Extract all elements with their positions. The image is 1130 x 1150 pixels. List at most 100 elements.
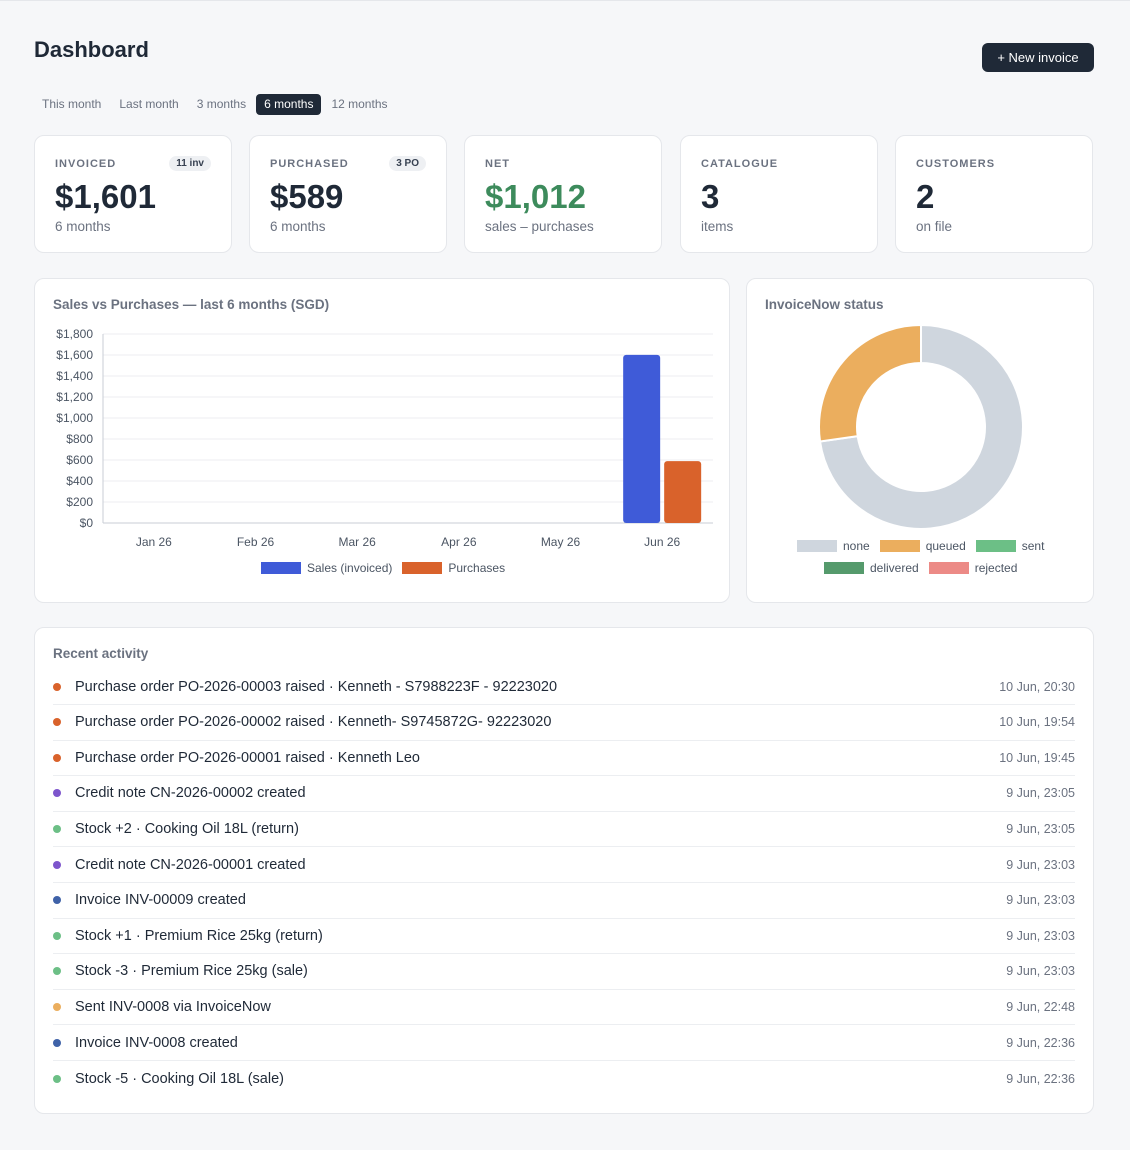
legend-label: none bbox=[843, 539, 870, 553]
tab-this-month[interactable]: This month bbox=[42, 97, 102, 111]
activity-text: Purchase order PO-2026-00001 raised · Ke… bbox=[75, 749, 420, 766]
activity-time: 9 Jun, 23:03 bbox=[1006, 928, 1075, 943]
activity-text: Purchase order PO-2026-00002 raised · Ke… bbox=[75, 714, 552, 731]
activity-dot bbox=[53, 824, 61, 833]
activity-text: Stock -5 · Cooking Oil 18L (sale) bbox=[75, 1070, 284, 1087]
activity-row[interactable]: Purchase order PO-2026-00002 raised · Ke… bbox=[53, 705, 1075, 741]
activity-text: Credit note CN-2026-00001 created bbox=[75, 856, 306, 873]
kpi-card-purchased: PURCHASED 3 PO $589 6 months bbox=[249, 135, 447, 253]
kpi-card-customers: CUSTOMERS 2 on file bbox=[895, 135, 1093, 253]
activity-dot bbox=[53, 753, 61, 762]
sales-purchases-chart-card: Sales vs Purchases — last 6 months (SGD)… bbox=[34, 278, 730, 603]
activity-text: Stock +2 · Cooking Oil 18L (return) bbox=[75, 820, 299, 837]
donut-slice-queued[interactable] bbox=[818, 323, 922, 443]
x-tick-label: Jan 26 bbox=[136, 535, 172, 549]
tab-6-months[interactable]: 6 months bbox=[256, 94, 322, 115]
activity-row[interactable]: Purchase order PO-2026-00003 raised · Ke… bbox=[53, 669, 1075, 705]
invoicenow-status-card: InvoiceNow status none queued sent deliv… bbox=[746, 278, 1094, 603]
activity-text: Sent INV-0008 via InvoiceNow bbox=[75, 998, 271, 1015]
recent-activity-card: Recent activity Purchase order PO-2026-0… bbox=[34, 627, 1094, 1114]
activity-dot bbox=[53, 1074, 61, 1083]
kpi-card-net: NET $1,012 sales – purchases bbox=[464, 135, 662, 253]
legend-item-sent[interactable]: sent bbox=[975, 539, 1044, 553]
activity-text: Stock +1 · Premium Rice 25kg (return) bbox=[75, 927, 323, 944]
tab-12-months[interactable]: 12 months bbox=[331, 97, 388, 111]
activity-dot bbox=[53, 1038, 61, 1047]
kpi-subtext: on file bbox=[916, 219, 953, 234]
legend-swatch bbox=[879, 540, 920, 552]
legend-item-purchases[interactable]: Purchases bbox=[402, 561, 505, 575]
bar-chart: $0 $200 $400 $600 $800 $1,000 $1,200 $1,400 $1,6… bbox=[56, 327, 713, 549]
kpi-label: CATALOGUE bbox=[701, 158, 779, 170]
new-invoice-button[interactable]: + New invoice bbox=[982, 43, 1094, 72]
kpi-value: 2 bbox=[916, 178, 935, 215]
activity-dot bbox=[53, 789, 61, 798]
x-tick-label: Jun 26 bbox=[644, 535, 680, 549]
legend-item-queued[interactable]: queued bbox=[879, 539, 966, 553]
x-tick-label: Mar 26 bbox=[338, 535, 376, 549]
kpi-card-invoiced: INVOICED 11 inv $1,601 6 months bbox=[34, 135, 232, 253]
tab-last-month[interactable]: Last month bbox=[119, 97, 179, 111]
kpi-badge: 11 inv bbox=[169, 156, 211, 171]
x-tick-label: May 26 bbox=[541, 535, 581, 549]
kpi-subtext: 6 months bbox=[55, 219, 111, 234]
legend-swatch bbox=[261, 562, 301, 574]
donut-slice-none[interactable] bbox=[818, 323, 1024, 530]
x-tick-label: Apr 26 bbox=[441, 535, 477, 549]
tab-3-months[interactable]: 3 months bbox=[196, 97, 247, 111]
activity-row[interactable]: Stock +1 · Premium Rice 25kg (return) 9 J… bbox=[53, 918, 1075, 955]
y-tick-label: $200 bbox=[66, 495, 93, 509]
legend-swatch bbox=[975, 540, 1016, 552]
kpi-label: INVOICED bbox=[55, 158, 117, 170]
activity-row[interactable]: Invoice INV-00009 created 9 Jun, 23:03 bbox=[53, 883, 1075, 919]
legend-swatch bbox=[928, 562, 969, 574]
legend-label: Sales (invoiced) bbox=[307, 561, 393, 575]
legend-label: Purchases bbox=[448, 561, 506, 575]
activity-row[interactable]: Stock -5 · Cooking Oil 18L (sale) 9 Jun, … bbox=[53, 1061, 1075, 1097]
activity-text: Credit note CN-2026-00002 created bbox=[75, 785, 306, 802]
activity-dot bbox=[53, 860, 61, 869]
donut-chart bbox=[818, 323, 1024, 530]
legend-swatch bbox=[824, 562, 864, 574]
bar-chart-legend: Sales (invoiced) Purchases bbox=[261, 561, 505, 575]
donut-legend-row-2: delivered rejected bbox=[824, 561, 1017, 575]
legend-item-rejected[interactable]: rejected bbox=[928, 561, 1017, 575]
chart-title: InvoiceNow status bbox=[765, 297, 884, 312]
activity-row[interactable]: Sent INV-0008 via InvoiceNow 9 Jun, 22:48 bbox=[53, 989, 1075, 1026]
chart-title: Sales vs Purchases — last 6 months (SGD) bbox=[53, 297, 330, 312]
kpi-label: CUSTOMERS bbox=[916, 158, 996, 170]
activity-dot bbox=[53, 1002, 61, 1011]
activity-row[interactable]: Credit note CN-2026-00002 created 9 Jun, … bbox=[53, 776, 1075, 812]
activity-time: 9 Jun, 23:03 bbox=[1006, 893, 1075, 908]
activity-dot bbox=[53, 967, 61, 976]
page-title: Dashboard bbox=[34, 37, 149, 62]
legend-label: queued bbox=[925, 539, 966, 553]
y-tick-label: $600 bbox=[66, 453, 93, 467]
activity-time: 9 Jun, 23:03 bbox=[1006, 964, 1075, 979]
activity-time: 9 Jun, 22:36 bbox=[1006, 1071, 1075, 1086]
legend-item-sales[interactable]: Sales (invoiced) bbox=[261, 561, 392, 575]
kpi-subtext: sales – purchases bbox=[485, 219, 594, 234]
activity-row[interactable]: Invoice INV-0008 created 9 Jun, 22:36 bbox=[53, 1025, 1075, 1061]
y-tick-label: $400 bbox=[66, 474, 93, 488]
activity-time: 9 Jun, 23:03 bbox=[1006, 857, 1075, 872]
legend-label: delivered bbox=[870, 561, 919, 575]
legend-item-delivered[interactable]: delivered bbox=[824, 561, 919, 575]
activity-text: Invoice INV-00009 created bbox=[75, 892, 246, 909]
activity-row[interactable]: Stock +2 · Cooking Oil 18L (return) 9 Jun… bbox=[53, 811, 1075, 848]
x-tick-label: Feb 26 bbox=[237, 535, 275, 549]
activity-time: 10 Jun, 20:30 bbox=[999, 679, 1075, 694]
activity-time: 10 Jun, 19:45 bbox=[999, 750, 1075, 765]
bar-purchases[interactable] bbox=[664, 461, 702, 523]
kpi-subtext: items bbox=[701, 219, 734, 234]
activity-row[interactable]: Credit note CN-2026-00001 created 9 Jun, … bbox=[53, 847, 1075, 883]
activity-text: Invoice INV-0008 created bbox=[75, 1034, 238, 1051]
kpi-label: PURCHASED bbox=[270, 158, 349, 170]
bar-sales[interactable] bbox=[623, 354, 661, 523]
legend-swatch bbox=[797, 540, 837, 552]
kpi-value: $589 bbox=[270, 178, 344, 215]
activity-row[interactable]: Purchase order PO-2026-00001 raised · Ke… bbox=[53, 740, 1075, 777]
legend-item-none[interactable]: none bbox=[797, 539, 870, 553]
activity-row[interactable]: Stock -3 · Premium Rice 25kg (sale) 9 Jun… bbox=[53, 954, 1075, 990]
activity-title: Recent activity bbox=[53, 646, 149, 661]
